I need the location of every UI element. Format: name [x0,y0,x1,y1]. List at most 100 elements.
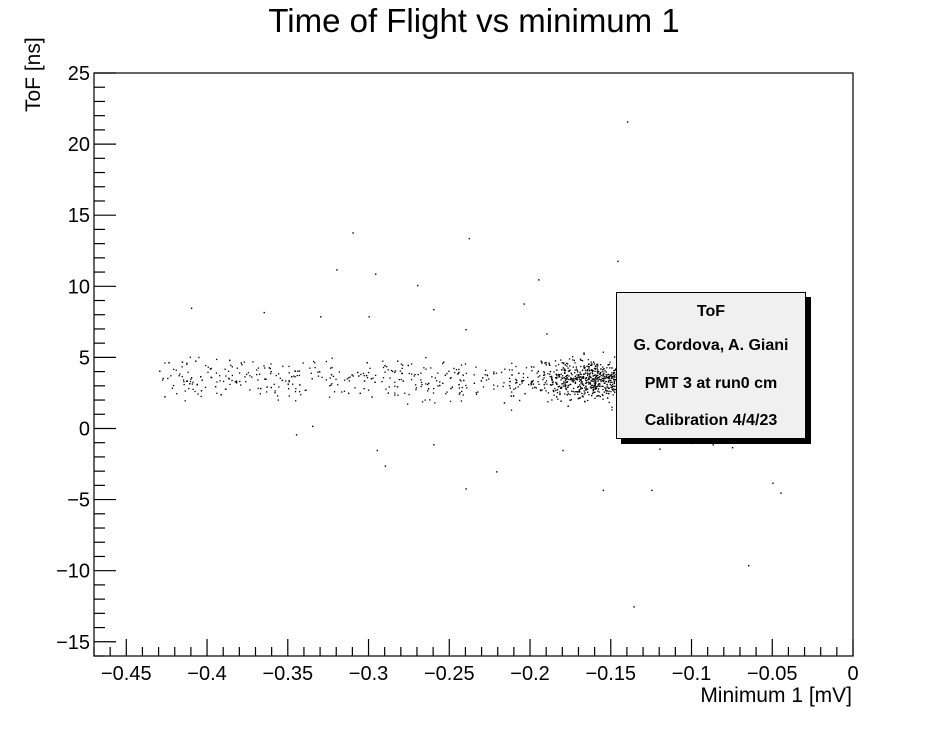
data-point [558,376,561,378]
data-point [210,376,212,378]
data-point [563,385,566,387]
data-point [589,374,591,376]
data-point [608,377,611,379]
data-point [329,377,331,379]
data-point [592,380,594,382]
data-point [546,383,548,385]
data-point [510,395,512,397]
legend-line-calibration: Calibration 4/4/23 [644,412,778,429]
data-point [575,391,577,393]
data-point [605,375,608,377]
data-point [595,386,598,388]
data-point [531,381,533,383]
data-point [288,388,290,390]
data-point [277,399,279,401]
data-point [458,371,460,374]
data-point [484,369,487,371]
data-point [432,392,435,394]
data-point [612,383,614,386]
data-point [579,371,581,373]
y-tick-label: −5 [67,490,90,512]
data-point [448,370,450,372]
data-point [563,368,566,370]
data-point [594,386,597,389]
data-point [269,373,272,375]
data-point [593,374,596,376]
data-point [595,368,597,370]
data-point [614,391,616,394]
legend-line-authors: G. Cordova, A. Giani [633,337,789,354]
data-point [587,391,589,393]
data-point [187,371,189,373]
data-point [535,387,537,389]
data-point [569,383,571,386]
data-point [421,401,424,403]
data-point [164,362,166,364]
data-point [573,377,575,379]
data-point [598,395,600,397]
data-point [581,380,583,383]
data-point [314,366,316,369]
data-point [587,359,590,361]
data-point [462,394,464,396]
data-point [539,375,541,377]
data-point [541,389,543,391]
data-point [561,362,563,364]
data-point [514,382,517,384]
x-tick-label: −0.25 [424,663,475,685]
data-point [605,389,607,391]
data-point [227,370,230,372]
data-point [579,376,581,378]
data-point [371,396,373,398]
data-point [564,382,566,384]
data-point [294,376,296,378]
data-point [400,363,403,365]
data-point [558,385,561,387]
data-point [582,376,584,379]
data-point [426,383,429,386]
data-point [302,362,304,364]
data-point [508,385,511,387]
data-point [195,360,197,362]
data-point [576,378,578,380]
data-point [348,377,350,379]
data-point [557,386,559,388]
data-point [188,387,190,390]
data-point [613,388,615,390]
data-point [537,381,539,383]
data-point [480,380,483,382]
data-point [358,375,360,377]
data-point [606,384,608,386]
x-tick-label: −0.45 [101,663,152,685]
data-point [216,358,218,361]
data-point [593,378,595,380]
data-point [580,387,583,389]
data-point [731,446,734,449]
data-point [484,374,486,376]
data-point [260,387,262,390]
data-point [511,362,513,364]
legend-title: ToF [696,303,726,320]
data-point [394,381,396,383]
data-point [586,372,588,374]
data-point [509,380,511,383]
data-point [442,362,444,365]
data-point [589,383,592,385]
data-point [205,364,207,367]
data-point [357,371,359,374]
data-point [413,375,415,377]
data-point [198,356,200,359]
data-point [224,368,226,370]
data-point [574,375,577,377]
data-point [191,383,194,385]
data-point [537,370,539,373]
data-point [580,373,582,376]
data-point [400,378,402,381]
data-point [601,377,603,380]
data-point [459,379,461,381]
data-point [541,362,543,364]
data-point [613,390,615,392]
data-point [192,388,194,391]
data-point [607,381,610,383]
data-point [584,377,587,380]
